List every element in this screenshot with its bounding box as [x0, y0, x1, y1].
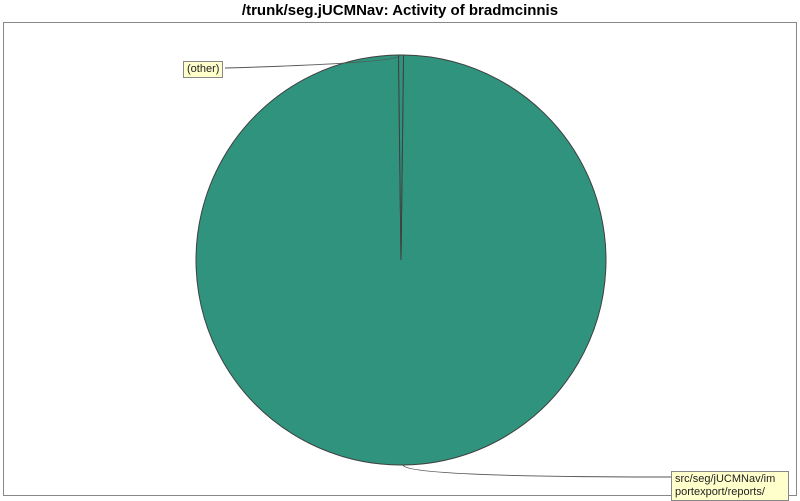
chart-title: /trunk/seg.jUCMNav: Activity of bradmcin… — [0, 2, 800, 19]
chart-container: /trunk/seg.jUCMNav: Activity of bradmcin… — [0, 0, 800, 500]
callout-label-other: (other) — [183, 61, 223, 78]
callout-label-main-slice: src/seg/jUCMNav/im portexport/reports/ — [671, 471, 789, 501]
pie-chart — [4, 23, 796, 495]
callout-leader — [403, 465, 671, 477]
plot-area: (other) src/seg/jUCMNav/im portexport/re… — [3, 22, 797, 496]
